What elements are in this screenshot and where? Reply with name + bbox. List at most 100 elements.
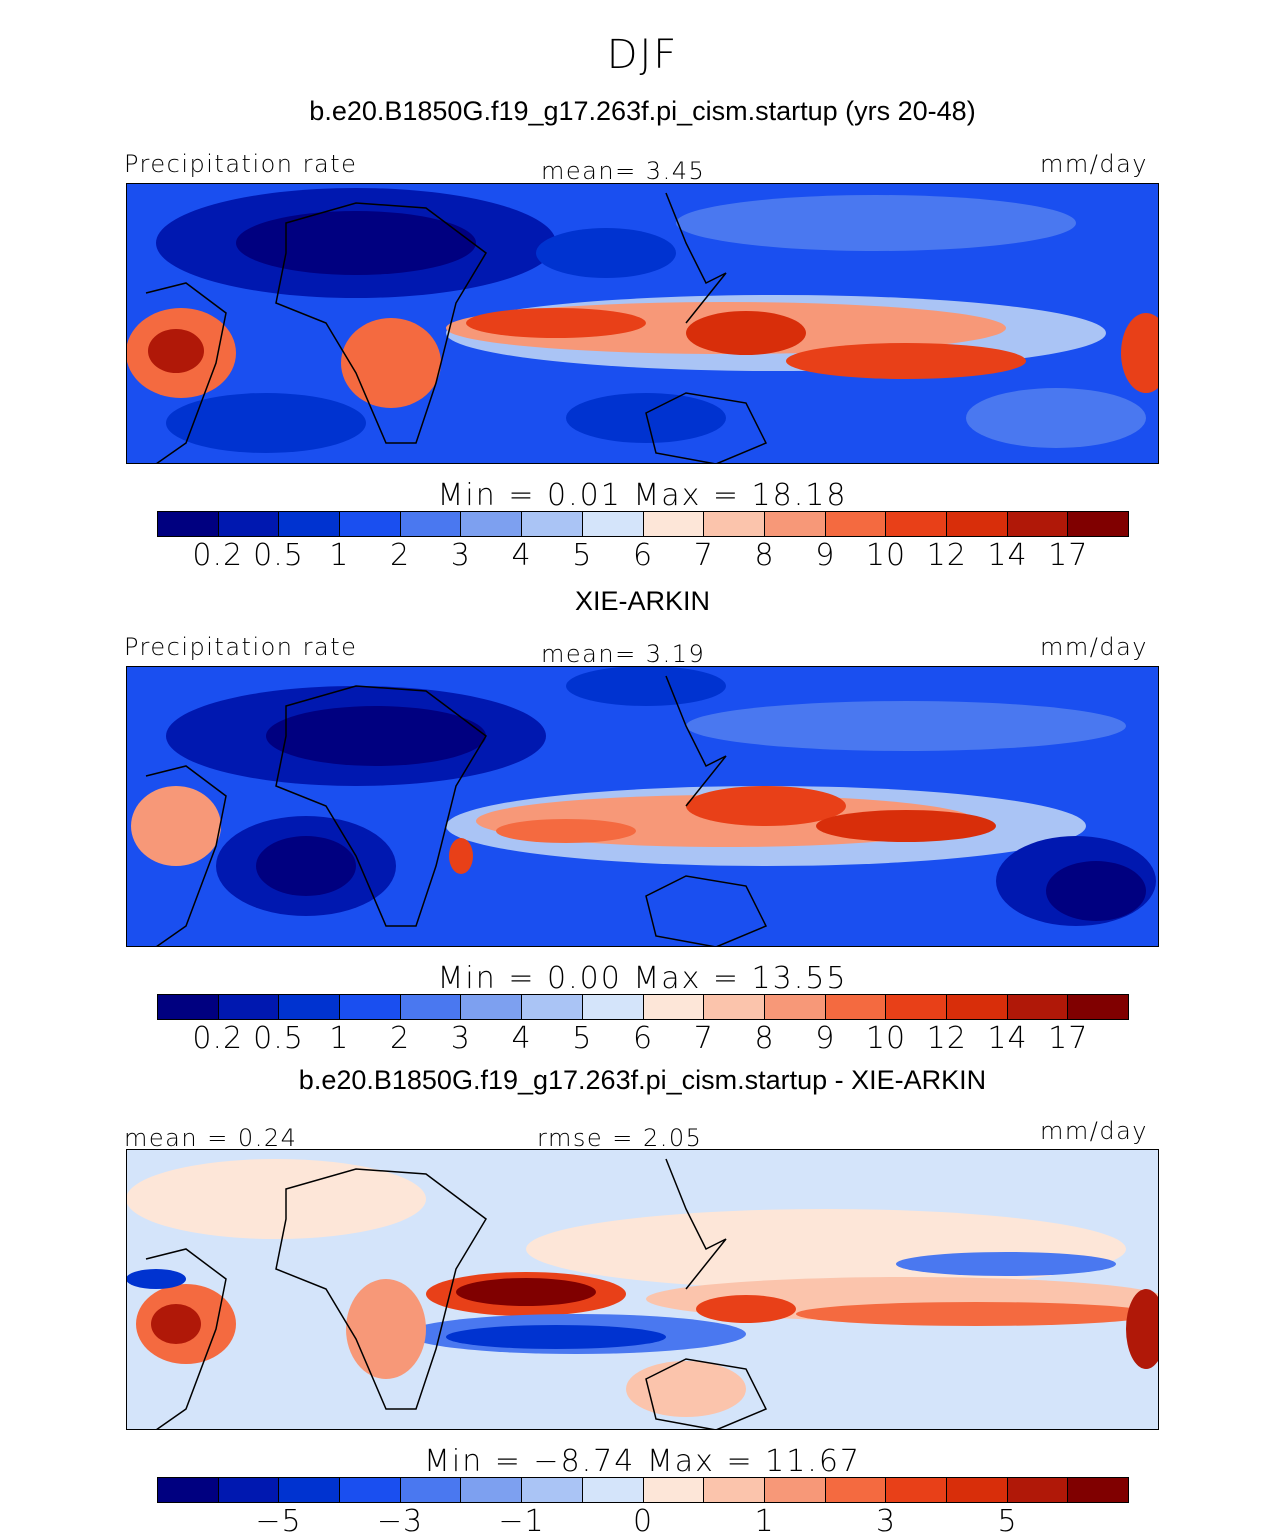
colorbar-box — [582, 1478, 644, 1502]
indian-ocean-max — [496, 819, 636, 843]
colorbar-box — [218, 512, 280, 536]
colorbar-tick-label: 5 — [572, 1021, 593, 1056]
colorbar-tick-label: 8 — [754, 538, 775, 573]
colorbar-box — [886, 512, 947, 536]
panel-1-mean: mean= 3.45 — [541, 157, 706, 185]
south-pacific-band — [966, 388, 1146, 448]
panel-2-units: mm/day — [1040, 633, 1148, 661]
colorbar-tick-label: 1 — [329, 538, 350, 573]
southeast-pacific-core — [1046, 861, 1146, 921]
colorbar-tick-label: 12 — [926, 1021, 967, 1056]
colorbar-box — [946, 1478, 1008, 1502]
colorbar-box — [1007, 1478, 1069, 1502]
south-indian-dry — [566, 393, 726, 443]
dry-core-sahara — [266, 706, 486, 766]
panel-1-left-label: Precipitation rate — [124, 150, 358, 178]
australia-coastline — [645, 875, 768, 947]
colorbar-box — [643, 995, 705, 1019]
pacific-positive-core — [796, 1302, 1156, 1326]
colorbar-tick-label: 7 — [693, 538, 714, 573]
north-pacific-band — [676, 195, 1076, 251]
colorbar-tick-label: −5 — [255, 1504, 302, 1539]
dry-region-asia — [536, 228, 676, 278]
colorbar-tick-label: 17 — [1048, 1021, 1089, 1056]
panel-3-colorbar-ticks: −5 −3 −1 0 1 3 5 — [157, 1504, 1129, 1540]
south-america-coastline — [145, 765, 227, 947]
colorbar-box — [158, 995, 219, 1019]
australia-positive — [626, 1361, 746, 1417]
colorbar-tick-label: 3 — [875, 1504, 897, 1539]
colorbar-box — [643, 1478, 705, 1502]
australia-coastline — [645, 392, 768, 464]
africa-coastline — [275, 1168, 487, 1410]
colorbar-box — [158, 1478, 219, 1502]
colorbar-box — [279, 995, 341, 1019]
colorbar-box — [461, 512, 523, 536]
colorbar-box — [461, 995, 523, 1019]
panel-2-colorbar — [157, 994, 1129, 1020]
colorbar-box — [1007, 512, 1069, 536]
panel-2-map — [126, 666, 1159, 947]
asia-coastline — [665, 675, 727, 807]
panel-3-colorbar — [157, 1477, 1129, 1503]
colorbar-box — [946, 512, 1008, 536]
colorbar-box — [825, 1478, 887, 1502]
colorbar-tick-label: 9 — [815, 1021, 836, 1056]
colorbar-box — [522, 995, 583, 1019]
panel-1-map — [126, 183, 1159, 464]
amazon-max — [148, 329, 204, 373]
colorbar-tick-label: 14 — [987, 538, 1028, 573]
southern-africa-rain — [341, 318, 441, 408]
colorbar-tick-label: 6 — [632, 1021, 654, 1056]
colorbar-box — [522, 1478, 583, 1502]
panel-1-title: b.e20.B1850G.f19_g17.263f.pi_cism.startu… — [309, 96, 976, 126]
colorbar-tick-label: 6 — [632, 538, 654, 573]
colorbar-box — [158, 512, 219, 536]
colorbar-tick-label: 14 — [987, 1021, 1028, 1056]
panel-2-colorbar-ticks: 0.2 0.5 1 2 3 4 5 6 7 8 9 10 12 14 17 — [157, 1021, 1129, 1057]
colorbar-box — [218, 995, 280, 1019]
colorbar-box — [825, 512, 887, 536]
colorbar-tick-label: 1 — [754, 1504, 775, 1539]
colorbar-box — [764, 512, 826, 536]
colorbar-tick-label: 0.2 — [192, 538, 244, 573]
east-edge-positive — [1126, 1289, 1159, 1369]
panel-1-colorbar-ticks: 0.2 0.5 1 2 3 4 5 6 7 8 9 10 12 14 17 — [157, 538, 1129, 574]
colorbar-tick-label: 4 — [511, 538, 532, 573]
colorbar-box — [218, 1478, 280, 1502]
colorbar-tick-label: 0.5 — [253, 538, 304, 573]
colorbar-tick-label: 0.5 — [253, 1021, 304, 1056]
colorbar-box — [704, 1478, 765, 1502]
colorbar-box — [704, 995, 765, 1019]
colorbar-box — [279, 512, 341, 536]
colorbar-box — [400, 1478, 462, 1502]
colorbar-box — [400, 995, 462, 1019]
colorbar-box — [582, 512, 644, 536]
colorbar-tick-label: 8 — [754, 1021, 775, 1056]
panel-2-stats: Min = 0.00 Max = 13.55 — [437, 961, 848, 996]
colorbar-box — [946, 995, 1008, 1019]
colorbar-tick-label: 5 — [572, 538, 593, 573]
amazon-positive-core — [151, 1304, 201, 1344]
panel-2-title: XIE-ARKIN — [574, 586, 711, 616]
south-america-coastline — [145, 1248, 227, 1430]
south-indian-core — [446, 1325, 666, 1349]
indian-ocean-max — [466, 308, 646, 338]
maritime-continent-positive — [696, 1295, 796, 1323]
spcz-max — [816, 810, 996, 842]
colorbar-box — [279, 1478, 341, 1502]
panel-1-colorbar — [157, 511, 1129, 537]
colorbar-box — [643, 512, 705, 536]
panel-3-map — [126, 1149, 1159, 1430]
season-title: DJF — [606, 32, 679, 78]
colorbar-box — [340, 512, 401, 536]
colorbar-tick-label: 3 — [450, 538, 471, 573]
colorbar-box — [825, 995, 887, 1019]
panel-1-stats: Min = 0.01 Max = 18.18 — [437, 478, 848, 513]
madagascar-rain — [449, 838, 473, 874]
spcz-max — [786, 343, 1026, 379]
asia-coastline — [665, 192, 727, 324]
africa-coastline — [275, 202, 487, 444]
north-pacific-band — [686, 701, 1126, 751]
panel-2-mean: mean= 3.19 — [541, 640, 706, 668]
